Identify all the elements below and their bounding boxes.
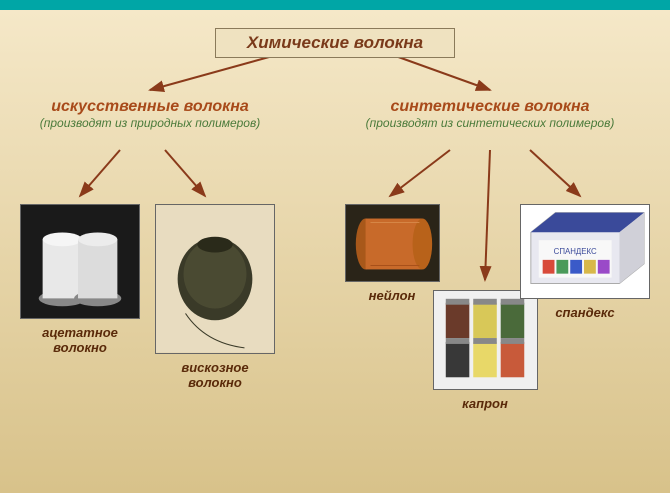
item-nylon: нейлон bbox=[345, 204, 440, 303]
item-acetate-label: ацетатноеволокно bbox=[20, 325, 140, 355]
top-bar bbox=[0, 0, 670, 10]
conn-root-left bbox=[150, 54, 280, 90]
conn-left-b bbox=[165, 150, 205, 196]
conn-right-d bbox=[485, 150, 490, 280]
item-nylon-image bbox=[345, 204, 440, 282]
category-artificial-title: искусственные волокна bbox=[5, 98, 295, 116]
root-title: Химические волокна bbox=[247, 33, 423, 52]
category-artificial-subtitle: (производят из природных полимеров) bbox=[5, 116, 295, 130]
item-viscose-label: вискозноеволокно bbox=[155, 360, 275, 390]
category-synthetic: синтетические волокна (производят из син… bbox=[345, 98, 635, 130]
conn-right-c bbox=[390, 150, 450, 196]
item-spandex-image: СПАНДЕКС bbox=[520, 204, 650, 299]
item-acetate: ацетатноеволокно bbox=[20, 204, 140, 355]
conn-root-right bbox=[390, 54, 490, 90]
category-synthetic-subtitle: (производят из синтетических полимеров) bbox=[345, 116, 635, 130]
category-artificial: искусственные волокна (производят из при… bbox=[5, 98, 295, 130]
category-synthetic-title: синтетические волокна bbox=[345, 98, 635, 116]
item-spandex-label: спандекс bbox=[520, 305, 650, 320]
svg-text:СПАНДЕКС: СПАНДЕКС bbox=[554, 247, 597, 256]
item-kapron-label: капрон bbox=[433, 396, 538, 411]
item-viscose-image bbox=[155, 204, 275, 354]
item-nylon-label: нейлон bbox=[345, 288, 440, 303]
root-title-box: Химические волокна bbox=[215, 28, 455, 58]
item-acetate-image bbox=[20, 204, 140, 319]
item-spandex: СПАНДЕКС спандекс bbox=[520, 204, 650, 320]
item-viscose: вискозноеволокно bbox=[155, 204, 275, 390]
diagram-area: Химические волокна искусственные волокна… bbox=[0, 10, 670, 493]
conn-left-a bbox=[80, 150, 120, 196]
conn-right-e bbox=[530, 150, 580, 196]
